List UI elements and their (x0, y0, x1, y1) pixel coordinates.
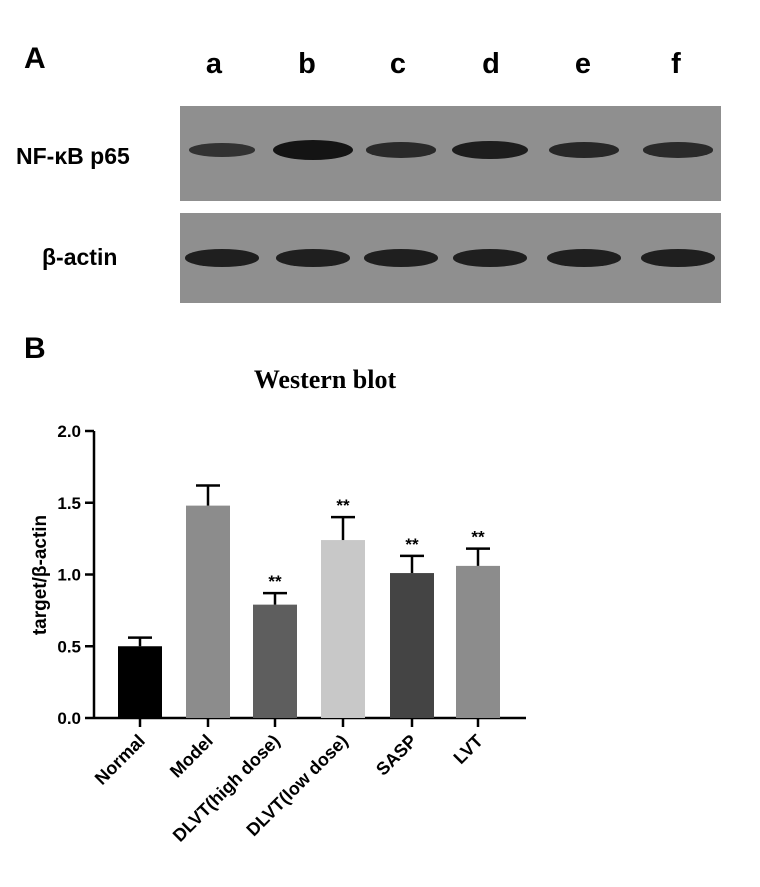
bar (390, 573, 434, 718)
lane-label: b (298, 48, 316, 80)
x-tick-label: Model (166, 731, 217, 782)
lane-label: f (671, 48, 681, 80)
blot-band (451, 140, 529, 160)
blot-band (643, 142, 713, 158)
blot-label-actin: β-actin (42, 244, 118, 270)
x-tick-label: SASP (372, 731, 421, 780)
blot-band (275, 249, 351, 267)
panel-a-letter: A (24, 42, 46, 75)
western-blot-actin (180, 213, 721, 303)
significance-marker: ** (268, 572, 282, 591)
y-axis-label: target/β-actin (30, 515, 51, 635)
lane-label: a (205, 48, 223, 80)
lane-label: d (482, 48, 500, 80)
blot-band (452, 249, 528, 267)
blot-band (640, 249, 716, 267)
y-tick-label: 1.5 (57, 494, 81, 513)
blot-band (189, 143, 255, 157)
significance-marker: ** (336, 496, 350, 515)
blot-label-nfkb: NF-κB p65 (16, 143, 130, 169)
blot-band (546, 249, 622, 267)
y-tick-label: 2.0 (57, 422, 81, 441)
western-blot-nfkb (180, 106, 721, 201)
bar (253, 604, 297, 718)
blot-band (366, 142, 436, 158)
bar (321, 540, 365, 718)
y-tick-label: 0.0 (57, 709, 81, 728)
panel-b-letter: B (24, 332, 46, 365)
bar (456, 565, 500, 718)
bar (186, 505, 230, 718)
lane-label: c (389, 48, 407, 80)
blot-band (548, 142, 620, 158)
chart-title: Western blot (253, 365, 397, 394)
blot-band (184, 249, 260, 267)
significance-marker: ** (471, 528, 485, 547)
y-tick-label: 1.0 (57, 566, 81, 585)
x-tick-label: LVT (450, 731, 487, 768)
y-tick-label: 0.5 (57, 637, 81, 656)
blot-band (363, 249, 439, 267)
bar (118, 646, 162, 718)
blot-band (273, 140, 353, 160)
lane-label: e (574, 48, 592, 80)
significance-marker: ** (405, 535, 419, 554)
x-tick-label: Normal (91, 731, 149, 789)
